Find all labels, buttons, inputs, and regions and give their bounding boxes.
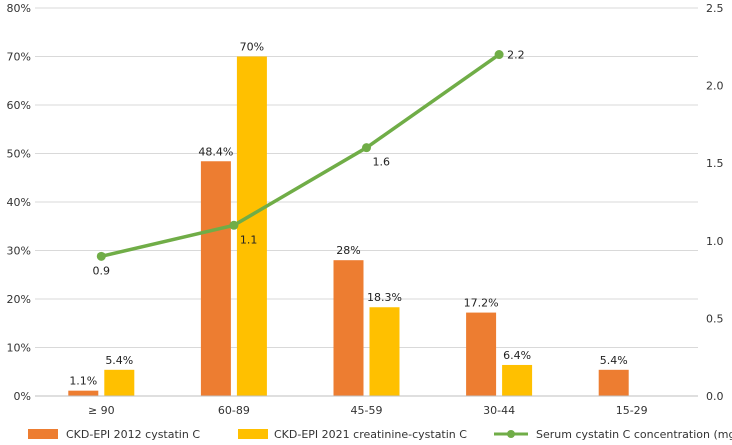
bar (68, 390, 99, 396)
y-tick-label: 50% (7, 148, 31, 161)
line-data-label: 2.2 (507, 49, 524, 62)
line-point (96, 251, 106, 261)
left-y-axis: 0% 10% 20% 30% 40% 50% 60% 70% 80% (7, 2, 31, 403)
bar-data-label: 28% (336, 244, 360, 257)
right-y-axis: 0.0 0.5 1.0 1.5 2.0 2.5 (706, 2, 724, 403)
bar (502, 364, 533, 396)
y-tick-label: 60% (7, 99, 31, 112)
y-tick-label: 20% (7, 293, 31, 306)
y-tick-label: 30% (7, 245, 31, 258)
y2-tick-label: 2.0 (706, 80, 724, 93)
bar-data-label: 6.4% (503, 349, 531, 362)
y2-tick-label: 1.0 (706, 235, 724, 248)
bar (104, 369, 135, 396)
bar (200, 161, 231, 396)
line-point (229, 220, 239, 230)
y2-tick-label: 1.5 (706, 157, 724, 170)
legend-swatch-marker (507, 430, 515, 438)
bar (369, 307, 400, 396)
line-point (494, 50, 504, 60)
legend: CKD-EPI 2012 cystatin C CKD-EPI 2021 cre… (28, 428, 732, 441)
legend-swatch-series-1 (238, 429, 268, 439)
bar (236, 56, 267, 396)
x-tick-label: ≥ 90 (88, 404, 115, 417)
y-tick-label: 10% (7, 342, 31, 355)
bar-data-label: 18.3% (367, 291, 402, 304)
bar (466, 312, 497, 396)
y2-tick-label: 0.0 (706, 390, 724, 403)
line-point (362, 143, 371, 153)
line-data-label: 1.1 (240, 233, 258, 246)
x-tick-label: 15-29 (616, 404, 648, 417)
x-tick-label: 60-89 (218, 404, 250, 417)
legend-swatch-series-0 (28, 429, 58, 439)
y-tick-label: 80% (7, 2, 31, 15)
legend-label-series-2: Serum cystatin C concentration (mg/L) (536, 428, 732, 441)
bar-data-label: 70% (240, 41, 264, 54)
line-series: 0.9 1.1 1.6 2.2 (93, 49, 525, 278)
line-data-label: 1.6 (373, 156, 391, 169)
gridlines (35, 7, 698, 348)
legend-label-series-0: CKD-EPI 2012 cystatin C (66, 428, 200, 441)
bar (598, 369, 629, 396)
y-tick-label: 0% (14, 390, 31, 403)
x-tick-label: 30-44 (483, 404, 515, 417)
bar-data-label: 17.2% (464, 297, 499, 310)
bar-data-label: 5.4% (105, 354, 133, 367)
x-axis: ≥ 90 60-89 45-59 30-44 15-29 (35, 395, 698, 417)
bars: 1.1% 48.4% 28% 17.2% 5.4% 5.4% 70% 18.3% 6.4% (68, 41, 629, 396)
line-data-label: 0.9 (93, 264, 111, 277)
bar (333, 260, 364, 396)
series-line (100, 53, 501, 259)
legend-label-series-1: CKD-EPI 2021 creatinine-cystatin C (274, 428, 467, 441)
bar-data-label: 5.4% (600, 354, 628, 367)
y2-tick-label: 0.5 (706, 312, 724, 325)
bar-data-label: 1.1% (69, 375, 97, 388)
y-tick-label: 40% (7, 196, 31, 209)
y2-tick-label: 2.5 (706, 2, 724, 15)
y-tick-label: 70% (7, 51, 31, 64)
x-tick-label: 45-59 (351, 404, 383, 417)
bar-data-label: 48.4% (198, 145, 233, 158)
